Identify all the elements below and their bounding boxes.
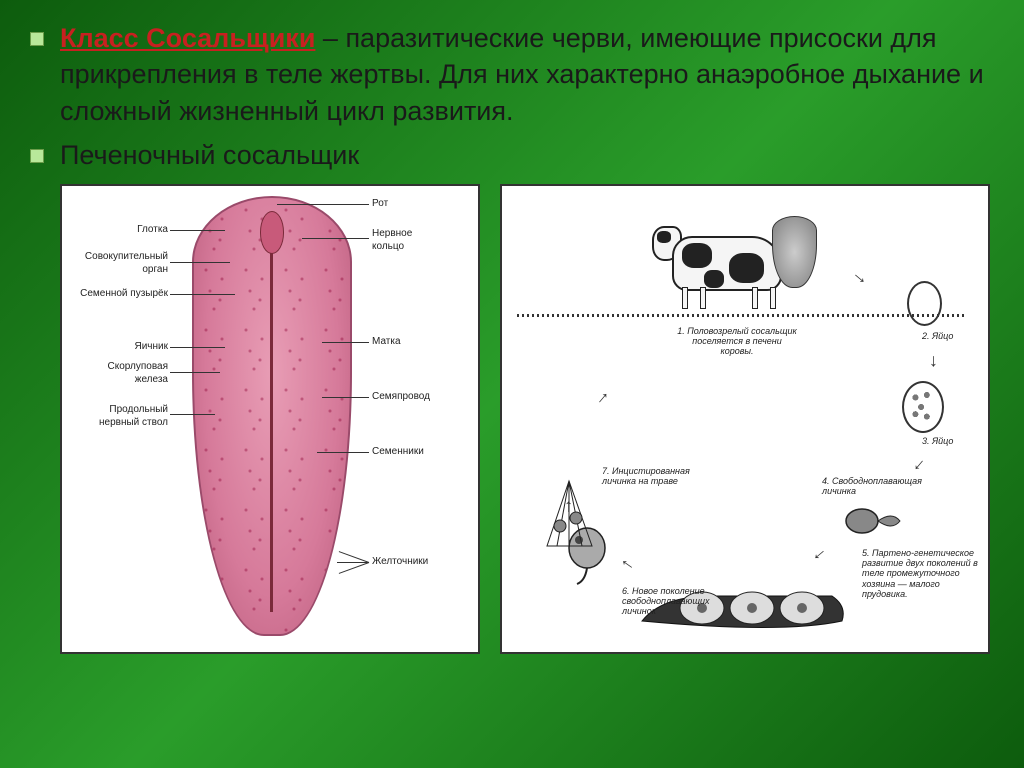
lead — [170, 372, 220, 373]
anatomy-diagram: Глотка Совокупительный орган Семенной пу… — [60, 184, 480, 654]
lead — [170, 262, 230, 263]
cow-spot — [657, 231, 671, 243]
label-sem: Семенной пузырёк — [68, 288, 168, 299]
bullet-text-1: Класс Сосальщики – паразитические черви,… — [60, 20, 994, 129]
stage-label-4: 4. Свободноплавающая личинка — [822, 476, 942, 497]
label-skor1: Скорлуповая — [68, 361, 168, 372]
lead — [170, 347, 225, 348]
highlight-term: Класс Сосальщики — [60, 23, 315, 53]
lead — [322, 342, 369, 343]
cow-spot — [682, 243, 712, 268]
label-nerv1: Нервное — [372, 228, 412, 239]
lead — [170, 294, 235, 295]
cow-leg — [682, 287, 688, 309]
bullet-marker — [30, 149, 44, 163]
images-row: Глотка Совокупительный орган Семенной пу… — [30, 184, 994, 654]
label-nerv2: кольцо — [372, 241, 404, 252]
label-zhelt: Желточники — [372, 556, 428, 567]
cow-spot — [729, 253, 764, 283]
egg-stage2 — [907, 281, 942, 326]
stage-label-3: 3. Яйцо — [922, 436, 953, 446]
stage-label-7: 7. Инцистированная личинка на траве — [602, 466, 722, 487]
cow-leg — [700, 287, 706, 309]
stage-label-5: 5. Партено-генетическое развитие двух по… — [862, 548, 982, 600]
arrow-icon: → — [926, 352, 947, 370]
cow-spot — [704, 270, 724, 288]
cow-fluke — [772, 216, 817, 288]
grass-line — [517, 314, 967, 317]
stage-label-1: 1. Половозрелый сосальщик поселяется в п… — [677, 326, 797, 357]
bullet-item-1: Класс Сосальщики – паразитические черви,… — [30, 20, 994, 129]
stage-label-2: 2. Яйцо — [922, 331, 953, 341]
egg-cluster-stage3 — [902, 381, 944, 433]
label-yai: Яичник — [68, 341, 168, 352]
larva-stage4 — [842, 501, 902, 541]
bullet-text-2: Печеночный сосальщик — [60, 137, 359, 173]
label-skor2: железа — [68, 374, 168, 385]
bullet-item-2: Печеночный сосальщик — [30, 137, 994, 173]
stage-label-6: 6. Новое поколение свободноплавающих лич… — [622, 586, 742, 617]
label-rot: Рот — [372, 198, 388, 209]
worm-centerline — [270, 220, 273, 612]
arrow-icon: → — [587, 383, 615, 410]
label-glot: Глотка — [68, 224, 168, 235]
arrow-icon: → — [847, 262, 874, 290]
lead — [170, 230, 225, 231]
cow-body — [672, 236, 782, 291]
label-semen: Семенники — [372, 446, 424, 457]
cow-leg — [770, 287, 776, 309]
label-prod2: нервный ствол — [68, 417, 168, 428]
cow-leg — [752, 287, 758, 309]
lead — [317, 452, 369, 453]
arrow-icon: → — [556, 497, 577, 515]
label-semyap: Семяпровод — [372, 391, 430, 402]
lead — [277, 204, 369, 205]
lead — [170, 414, 215, 415]
bullet-marker — [30, 32, 44, 46]
label-sov1: Совокупительный — [68, 251, 168, 262]
lead — [302, 238, 369, 239]
label-sov2: орган — [68, 264, 168, 275]
cow — [652, 201, 822, 311]
lead — [322, 397, 369, 398]
lifecycle-diagram: → → → → → → → 1. Половозрелый сосальщик … — [500, 184, 990, 654]
label-prod1: Продольный — [68, 404, 168, 415]
label-matka: Матка — [372, 336, 401, 347]
